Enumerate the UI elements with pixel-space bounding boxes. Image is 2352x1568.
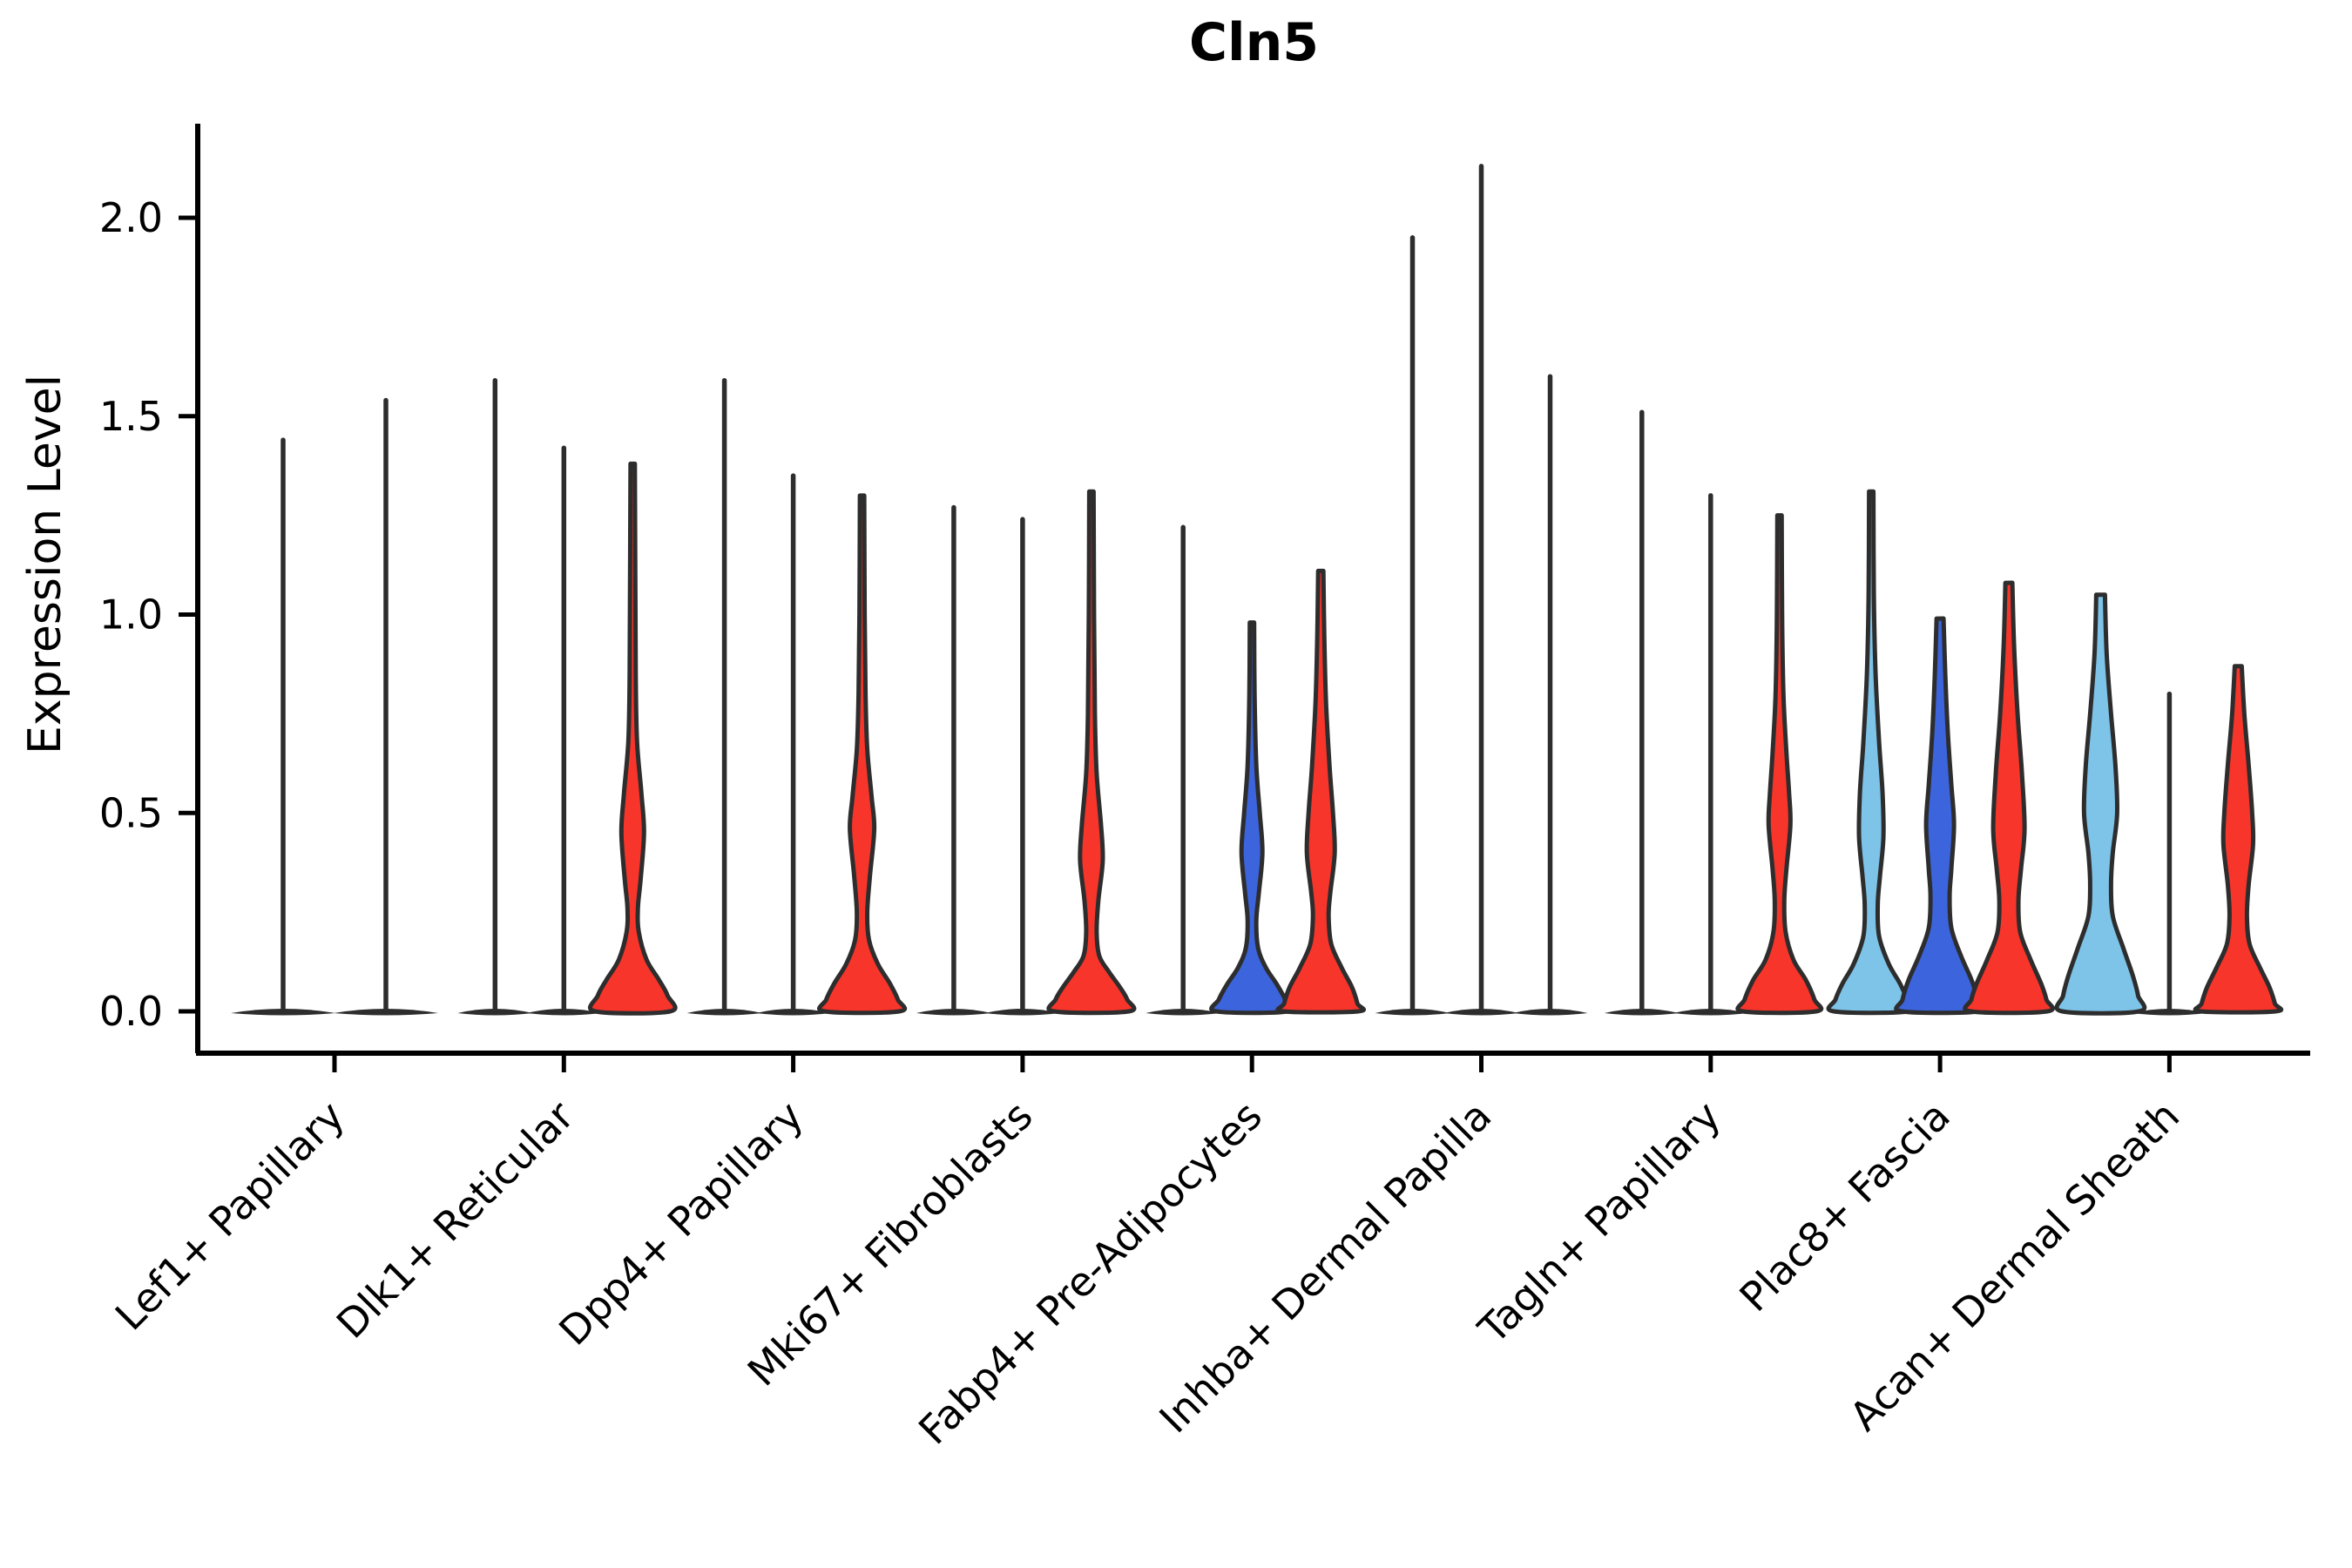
violin-shape <box>588 461 678 1016</box>
y-tick-label: 1.0 <box>99 591 163 639</box>
spike-violin-base <box>1443 1009 1519 1016</box>
spike-violin-base <box>1604 1009 1680 1016</box>
y-axis-title: Expression Level <box>19 374 71 755</box>
spike-violin-base <box>231 1009 335 1016</box>
spike-violin-base <box>2132 1009 2207 1016</box>
violin-shape <box>1046 489 1137 1016</box>
y-tick-label: 2.0 <box>99 194 163 241</box>
violin-shape <box>1894 616 1986 1016</box>
x-tick-label: Plac8+ Fascia <box>1730 1092 1958 1321</box>
spike-violin-base <box>1512 1009 1588 1016</box>
violin-shape <box>2054 592 2147 1016</box>
spike-violin-base <box>686 1009 762 1016</box>
page-title: Cln5 <box>1188 12 1320 73</box>
violin-shape <box>1209 620 1295 1016</box>
violin-shape <box>817 493 908 1016</box>
y-tick-label: 1.5 <box>99 393 163 440</box>
x-tick-label: Dlk1+ Reticular <box>328 1092 583 1348</box>
violin-shape <box>1826 489 1916 1016</box>
violin-shape <box>2193 664 2284 1015</box>
violin-shape <box>1735 513 1824 1016</box>
spike-violin-base <box>457 1009 533 1016</box>
violin-shape <box>1275 568 1366 1015</box>
spike-violin-base <box>984 1009 1060 1016</box>
y-tick-label: 0.5 <box>99 789 163 836</box>
spike-violin-base <box>916 1009 991 1016</box>
spike-violin-base <box>1146 1009 1221 1016</box>
spike-violin-base <box>334 1009 438 1016</box>
violin-shape <box>1963 580 2055 1016</box>
spike-violin-base <box>1375 1009 1450 1016</box>
x-tick-label: Tagln+ Papillary <box>1469 1092 1730 1354</box>
spike-violin-base <box>755 1009 831 1016</box>
x-tick-label: Dpp4+ Papillary <box>550 1092 812 1355</box>
x-tick-label: Lef1+ Papillary <box>106 1092 354 1340</box>
y-tick-label: 0.0 <box>99 988 163 1035</box>
spike-violin-base <box>1673 1009 1748 1016</box>
spike-violin-base <box>526 1009 602 1016</box>
